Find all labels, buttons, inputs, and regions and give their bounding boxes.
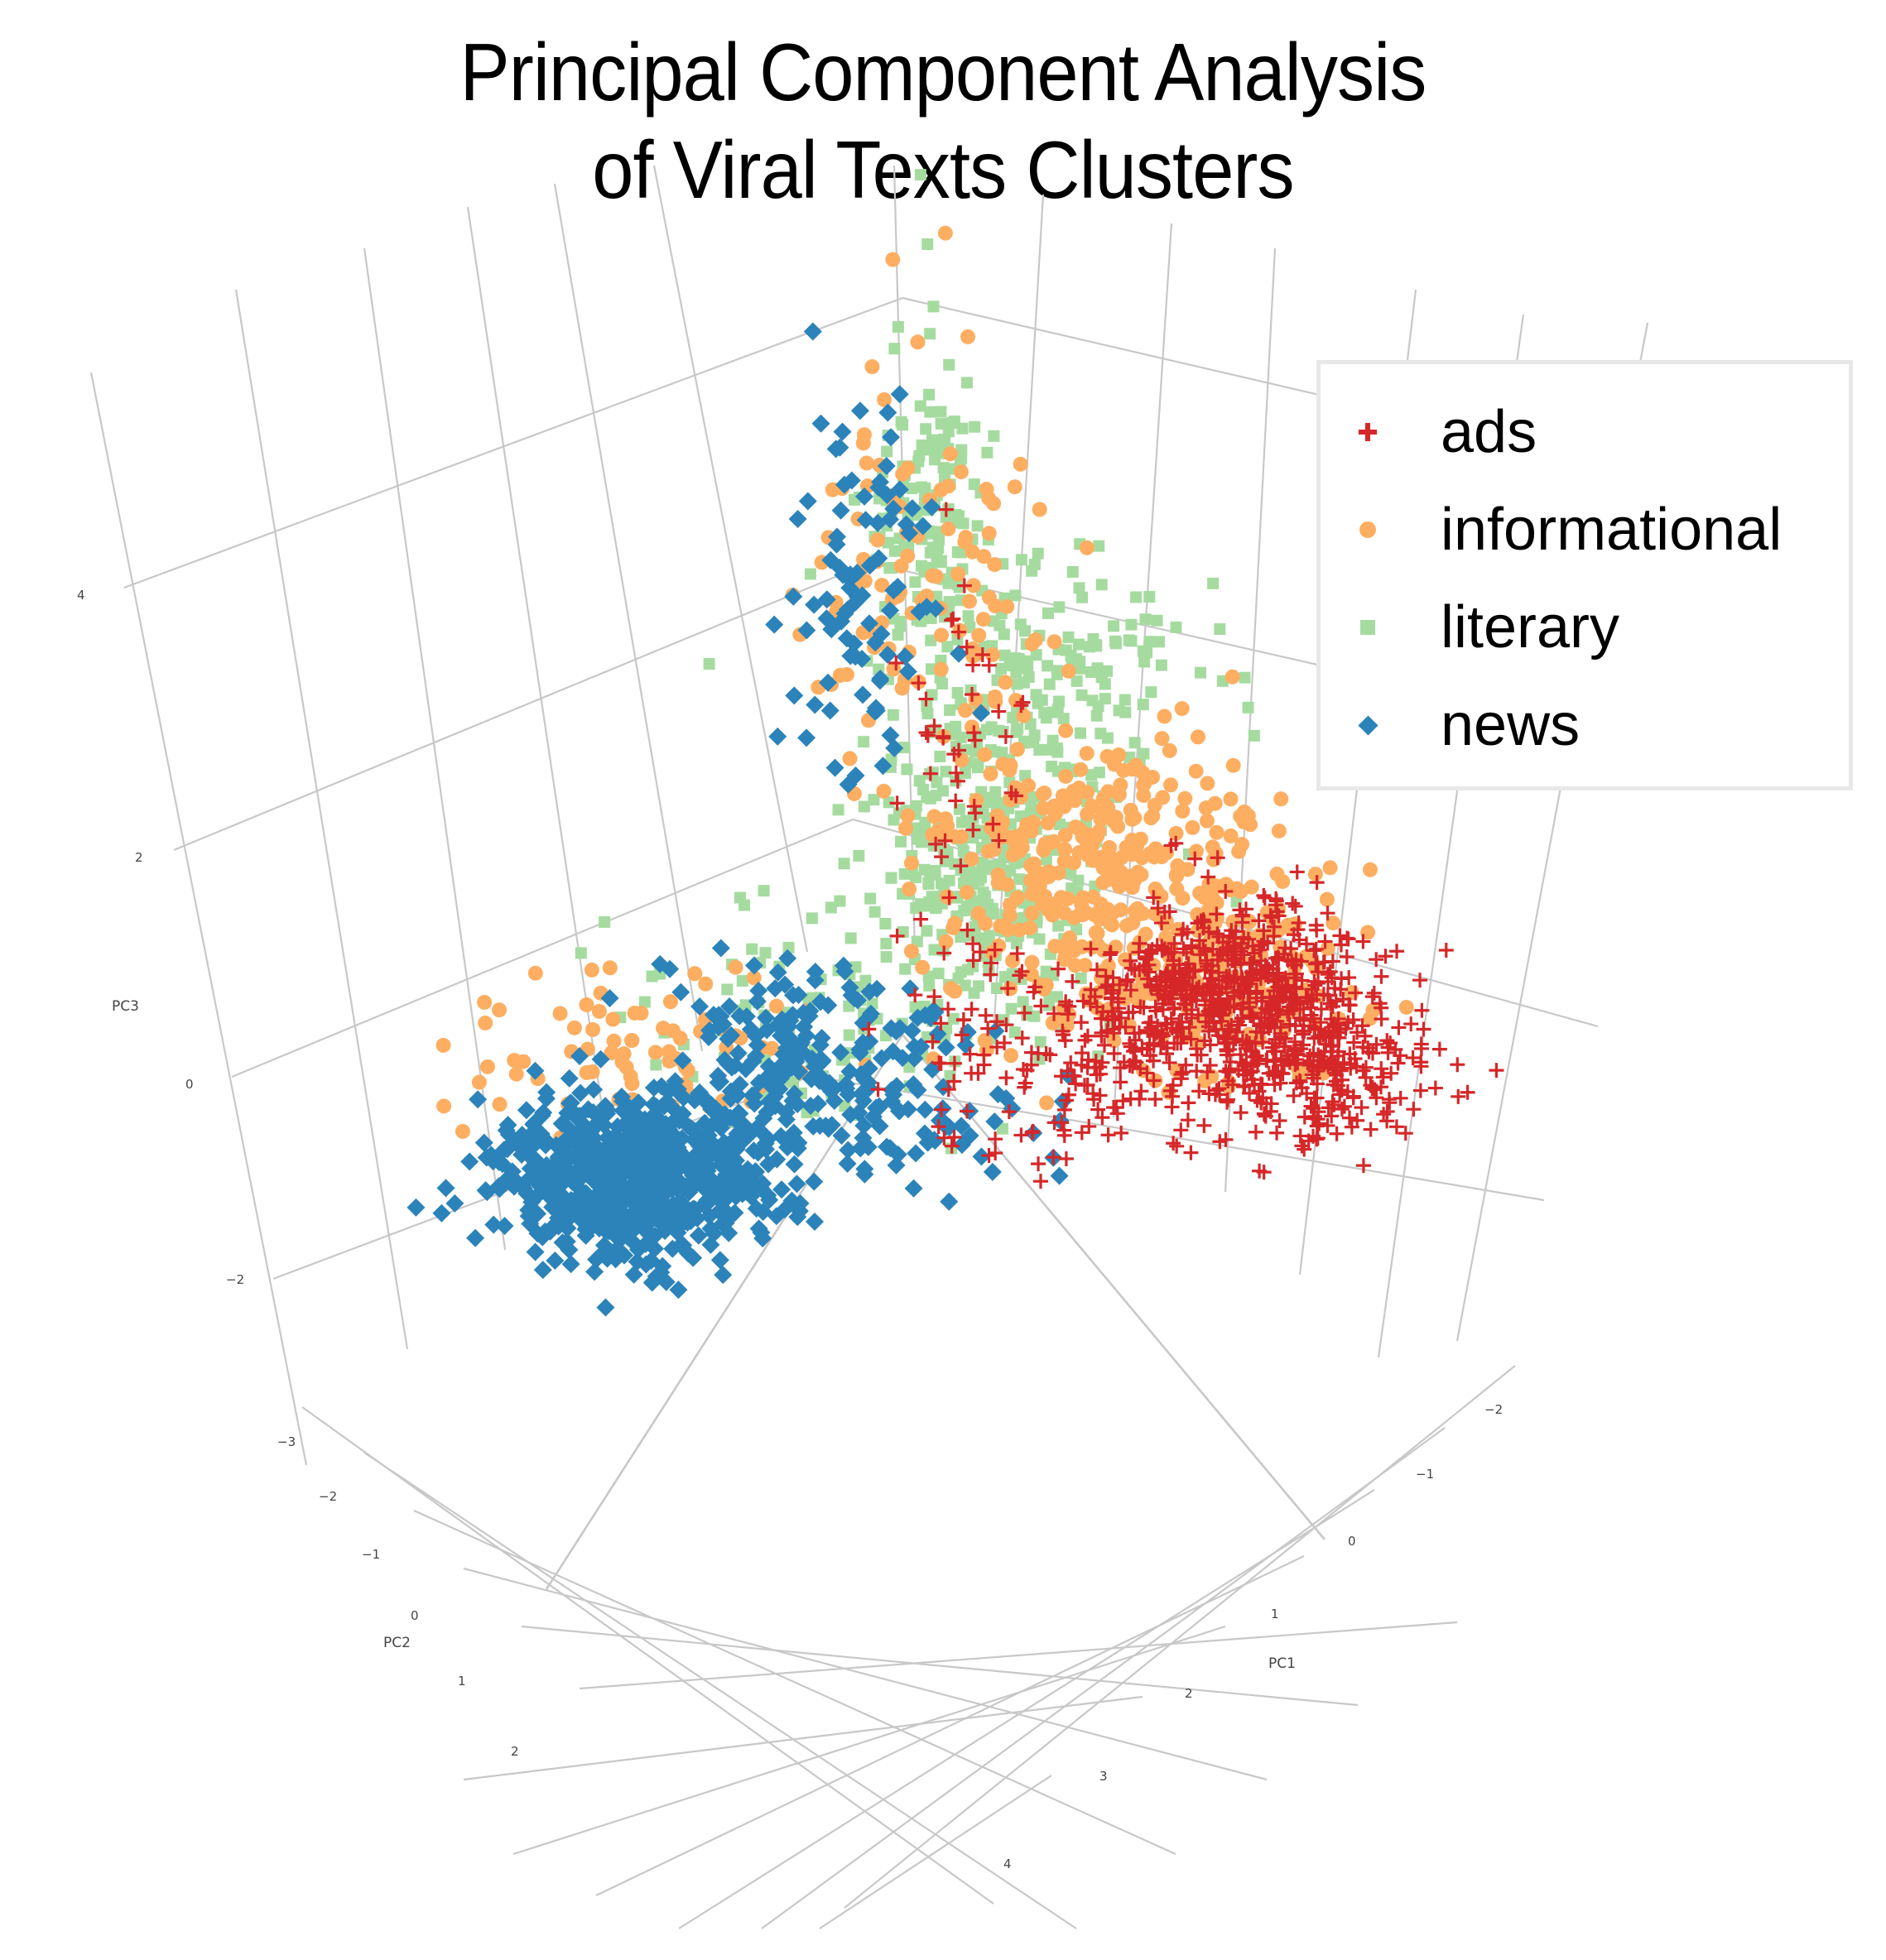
pc1-tick: 2 bbox=[1185, 1686, 1193, 1701]
chart-title: Principal Component Analysis of Viral Te… bbox=[0, 23, 1886, 219]
pc2-tick: −1 bbox=[362, 1547, 381, 1562]
pc1-tick: 4 bbox=[1003, 1857, 1012, 1871]
circle-marker-icon bbox=[1358, 520, 1378, 540]
pc2-tick: −2 bbox=[319, 1489, 338, 1504]
pc1-tick: 1 bbox=[1271, 1607, 1279, 1621]
pc2-tick: 0 bbox=[411, 1608, 419, 1623]
legend-label: news bbox=[1441, 692, 1580, 758]
pc2-axis-title: PC2 bbox=[383, 1635, 411, 1651]
pc3-tick: 4 bbox=[77, 588, 85, 603]
pc1-axis-title: PC1 bbox=[1268, 1655, 1296, 1672]
square-marker-icon bbox=[1358, 617, 1378, 637]
pc1-tick: −2 bbox=[1484, 1402, 1504, 1417]
pc2-tick: 1 bbox=[458, 1674, 466, 1689]
pc3-axis-title: PC3 bbox=[112, 998, 139, 1015]
legend-item-informational[interactable]: informational bbox=[1321, 484, 1849, 575]
pc3-tick: −2 bbox=[226, 1272, 245, 1287]
legend-label: literary bbox=[1441, 594, 1620, 661]
diamond-marker-icon bbox=[1357, 714, 1378, 736]
legend-label: informational bbox=[1441, 497, 1783, 563]
legend-item-news[interactable]: news bbox=[1321, 680, 1849, 771]
pc1-tick: 3 bbox=[1099, 1769, 1108, 1784]
chart-title-line-2: of Viral Texts Clusters bbox=[592, 124, 1294, 215]
legend-item-ads[interactable]: ads bbox=[1321, 387, 1849, 478]
pc2-tick: −3 bbox=[277, 1434, 296, 1449]
legend-item-literary[interactable]: literary bbox=[1321, 582, 1849, 673]
legend: ads informational literary news bbox=[1316, 360, 1853, 790]
pc1-tick: −1 bbox=[1416, 1467, 1435, 1482]
chart-title-line-1: Principal Component Analysis bbox=[459, 26, 1427, 118]
data-points bbox=[407, 169, 1504, 1317]
pc3-tick: 2 bbox=[135, 850, 143, 865]
legend-label: ads bbox=[1441, 399, 1537, 465]
pc3-tick: 0 bbox=[185, 1077, 194, 1092]
pc2-tick: 2 bbox=[511, 1744, 519, 1759]
plus-marker-icon bbox=[1358, 422, 1378, 442]
pc1-tick: 0 bbox=[1348, 1534, 1356, 1549]
